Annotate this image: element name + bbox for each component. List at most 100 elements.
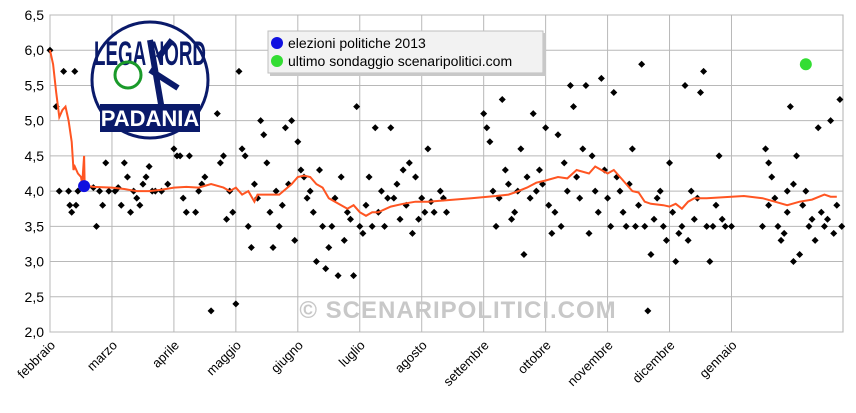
poll-point [721, 222, 729, 230]
poll-point [377, 187, 385, 195]
poll-point [96, 187, 104, 195]
poll-point [762, 145, 770, 153]
poll-point [808, 215, 816, 223]
poll-point [297, 166, 305, 174]
poll-point [793, 152, 801, 160]
poll-point [529, 110, 537, 118]
poll-point [833, 201, 841, 209]
poll-point [535, 166, 543, 174]
poll-point [662, 236, 670, 244]
poll-point [570, 103, 578, 111]
poll-point [250, 180, 258, 188]
poll-point [619, 208, 627, 216]
poll-point [718, 215, 726, 223]
y-tick-label: 4,5 [25, 148, 45, 164]
poll-point [396, 215, 404, 223]
poll-point [659, 222, 667, 230]
poll-point [195, 187, 203, 195]
poll-point [68, 208, 76, 216]
poll-point [796, 251, 804, 259]
poll-point [727, 222, 735, 230]
poll-point [588, 152, 596, 160]
y-tick-label: 4,0 [25, 183, 45, 199]
poll-point [789, 180, 797, 188]
poll-point [597, 74, 605, 82]
poll-point [523, 173, 531, 181]
poll-point [504, 180, 512, 188]
poll-point [179, 194, 187, 202]
poll-point [244, 222, 252, 230]
poll-point [631, 222, 639, 230]
poll-point [811, 236, 819, 244]
poll-point [260, 131, 268, 139]
poll-point [805, 222, 813, 230]
y-tick-label: 6,5 [25, 7, 45, 23]
logo-bottom-text: PADANIA [101, 106, 200, 131]
poll-point [216, 159, 224, 167]
poll-point [758, 222, 766, 230]
poll-point [281, 124, 289, 132]
poll-point [560, 159, 568, 167]
poll-point [421, 208, 429, 216]
poll-point [278, 201, 286, 209]
poll-point [353, 103, 361, 111]
poll-point [102, 159, 110, 167]
legend-election-marker [271, 37, 283, 49]
poll-point [827, 117, 835, 125]
poll-point [594, 208, 602, 216]
poll-point [238, 145, 246, 153]
poll-point [492, 222, 500, 230]
poll-point [207, 307, 215, 315]
poll-point [257, 117, 265, 125]
poll-point [838, 222, 846, 230]
poll-point [263, 159, 271, 167]
trend-path [49, 49, 837, 217]
poll-point [824, 215, 832, 223]
lega-nord-logo: LEGA NORD PADANIA [90, 20, 210, 140]
poll-point [768, 173, 776, 181]
poll-point [288, 117, 296, 125]
x-tick-label: giugno [268, 338, 306, 376]
poll-point [415, 215, 423, 223]
y-tick-label: 3,5 [25, 218, 45, 234]
poll-point [170, 145, 178, 153]
poll-point [328, 222, 336, 230]
poll-point [545, 201, 553, 209]
logo-banner [100, 104, 200, 132]
poll-point [229, 208, 237, 216]
poll-point [133, 194, 141, 202]
last-poll-point [799, 58, 812, 71]
poll-point [573, 173, 581, 181]
poll-point [622, 222, 630, 230]
election-2013-point [78, 180, 91, 193]
poll-point [498, 96, 506, 104]
x-tick-label: ottobre [515, 338, 554, 377]
poll-point [291, 236, 299, 244]
poll-points [46, 46, 846, 315]
poll-point [322, 265, 330, 273]
poll-point [684, 236, 692, 244]
poll-point [650, 215, 658, 223]
poll-point [641, 222, 649, 230]
x-tick-label: febbraio [14, 338, 58, 382]
poll-point [359, 229, 367, 237]
poll-point [644, 307, 652, 315]
poll-point [312, 258, 320, 266]
poll-point [390, 194, 398, 202]
poll-point [71, 67, 79, 75]
watermark: © SCENARIPOLITICI.COM [299, 297, 616, 324]
poll-point [802, 187, 810, 195]
poll-point [656, 187, 664, 195]
poll-point [814, 124, 822, 132]
poll-point [117, 201, 125, 209]
poll-point [789, 258, 797, 266]
poll-point [681, 81, 689, 89]
x-tick-label: maggio [203, 338, 244, 379]
poll-point [219, 152, 227, 160]
poll-point [309, 208, 317, 216]
poll-point [213, 110, 221, 118]
poll-point [319, 222, 327, 230]
poll-point [365, 173, 373, 181]
poll-point [294, 138, 302, 146]
poll-point [223, 215, 231, 223]
